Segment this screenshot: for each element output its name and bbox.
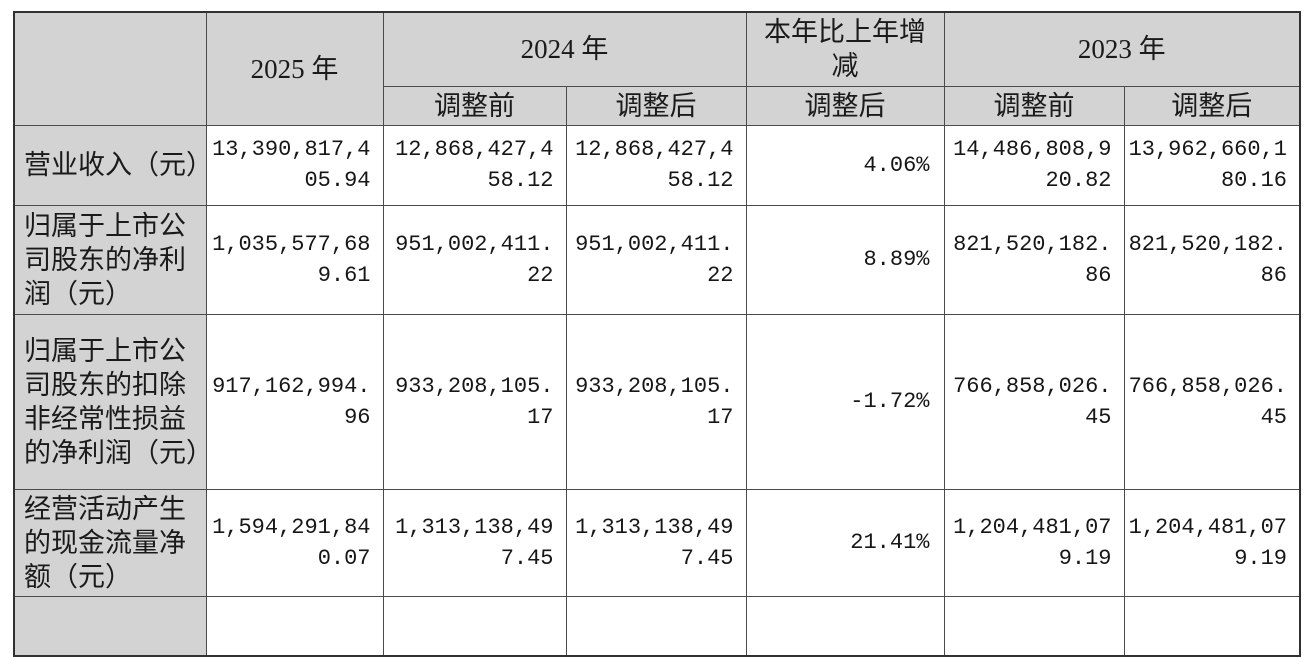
row-label: 营业收入（元） <box>13 124 207 206</box>
value-yoy-change: 4.06% <box>745 124 945 206</box>
value-2023-before: 766,858,026.45 <box>943 313 1125 490</box>
row-label: 归属于上市公司股东的净利润（元） <box>13 204 207 315</box>
value-2023-after: 1,204,481,079.19 <box>1123 488 1301 597</box>
value-2024-after: 933,208,105.17 <box>565 313 747 490</box>
value-2024-before: 12,868,427,458.12 <box>382 124 567 206</box>
header-2025: 2025 年 <box>205 11 384 126</box>
value-yoy-change: -1.72% <box>745 313 945 490</box>
table-row-net-profit-excl-nonrecurring: 归属于上市公司股东的扣除非经常性损益的净利润（元） 917,162,994.96… <box>13 313 1301 490</box>
corner-cell <box>13 11 207 126</box>
header-yoy-change: 本年比上年增减 <box>745 11 945 87</box>
value-2023-after: 821,520,182.86 <box>1123 204 1301 315</box>
value-2024-before: 933,208,105.17 <box>382 313 567 490</box>
value-yoy-change: 21.41% <box>745 488 945 597</box>
header-2024: 2024 年 <box>382 11 747 87</box>
header-row-years: 2025 年 2024 年 本年比上年增减 2023 年 <box>13 11 1301 126</box>
table-row-operating-cash-flow: 经营活动产生的现金流量净额（元） 1,594,291,840.07 1,313,… <box>13 488 1301 597</box>
table-row-partial <box>13 595 1301 657</box>
subheader-2023-before-adjust: 调整前 <box>943 85 1125 126</box>
table-row-net-profit: 归属于上市公司股东的净利润（元） 1,035,577,689.61 951,00… <box>13 204 1301 315</box>
value-2025: 1,035,577,689.61 <box>205 204 384 315</box>
value-2023-before: 1,204,481,079.19 <box>943 488 1125 597</box>
value-2025: 1,594,291,840.07 <box>205 488 384 597</box>
row-label <box>13 595 207 657</box>
subheader-2023-after-adjust: 调整后 <box>1123 85 1301 126</box>
financial-summary-table: 2025 年 2024 年 本年比上年增减 2023 年 调整前 调整后 调整后… <box>13 11 1301 657</box>
value-2023-after: 766,858,026.45 <box>1123 313 1301 490</box>
row-label: 经营活动产生的现金流量净额（元） <box>13 488 207 597</box>
value-2025: 917,162,994.96 <box>205 313 384 490</box>
header-row-adjust: 调整前 调整后 调整后 调整前 调整后 <box>14 85 1301 126</box>
value-2024-after: 12,868,427,458.12 <box>565 124 747 206</box>
value-yoy-change: 8.89% <box>745 204 945 315</box>
subheader-2024-after-adjust: 调整后 <box>565 85 747 126</box>
table-row-revenue: 营业收入（元） 13,390,817,405.94 12,868,427,458… <box>13 124 1301 206</box>
value-2025: 13,390,817,405.94 <box>205 124 384 206</box>
header-2023: 2023 年 <box>943 11 1301 87</box>
row-label: 归属于上市公司股东的扣除非经常性损益的净利润（元） <box>13 313 207 490</box>
value-2024-after: 951,002,411.22 <box>565 204 747 315</box>
value-2024-before: 1,313,138,497.45 <box>382 488 567 597</box>
value-2023-before: 821,520,182.86 <box>943 204 1125 315</box>
value-2023-before: 14,486,808,920.82 <box>943 124 1125 206</box>
value-2024-before: 951,002,411.22 <box>382 204 567 315</box>
key-accounting-data-table: 2025 年 2024 年 本年比上年增减 2023 年 调整前 调整后 调整后… <box>13 11 1301 657</box>
value-2024-after: 1,313,138,497.45 <box>565 488 747 597</box>
value-2023-after: 13,962,660,180.16 <box>1123 124 1301 206</box>
subheader-yoy-after-adjust: 调整后 <box>745 85 945 126</box>
subheader-2024-before-adjust: 调整前 <box>382 85 567 126</box>
